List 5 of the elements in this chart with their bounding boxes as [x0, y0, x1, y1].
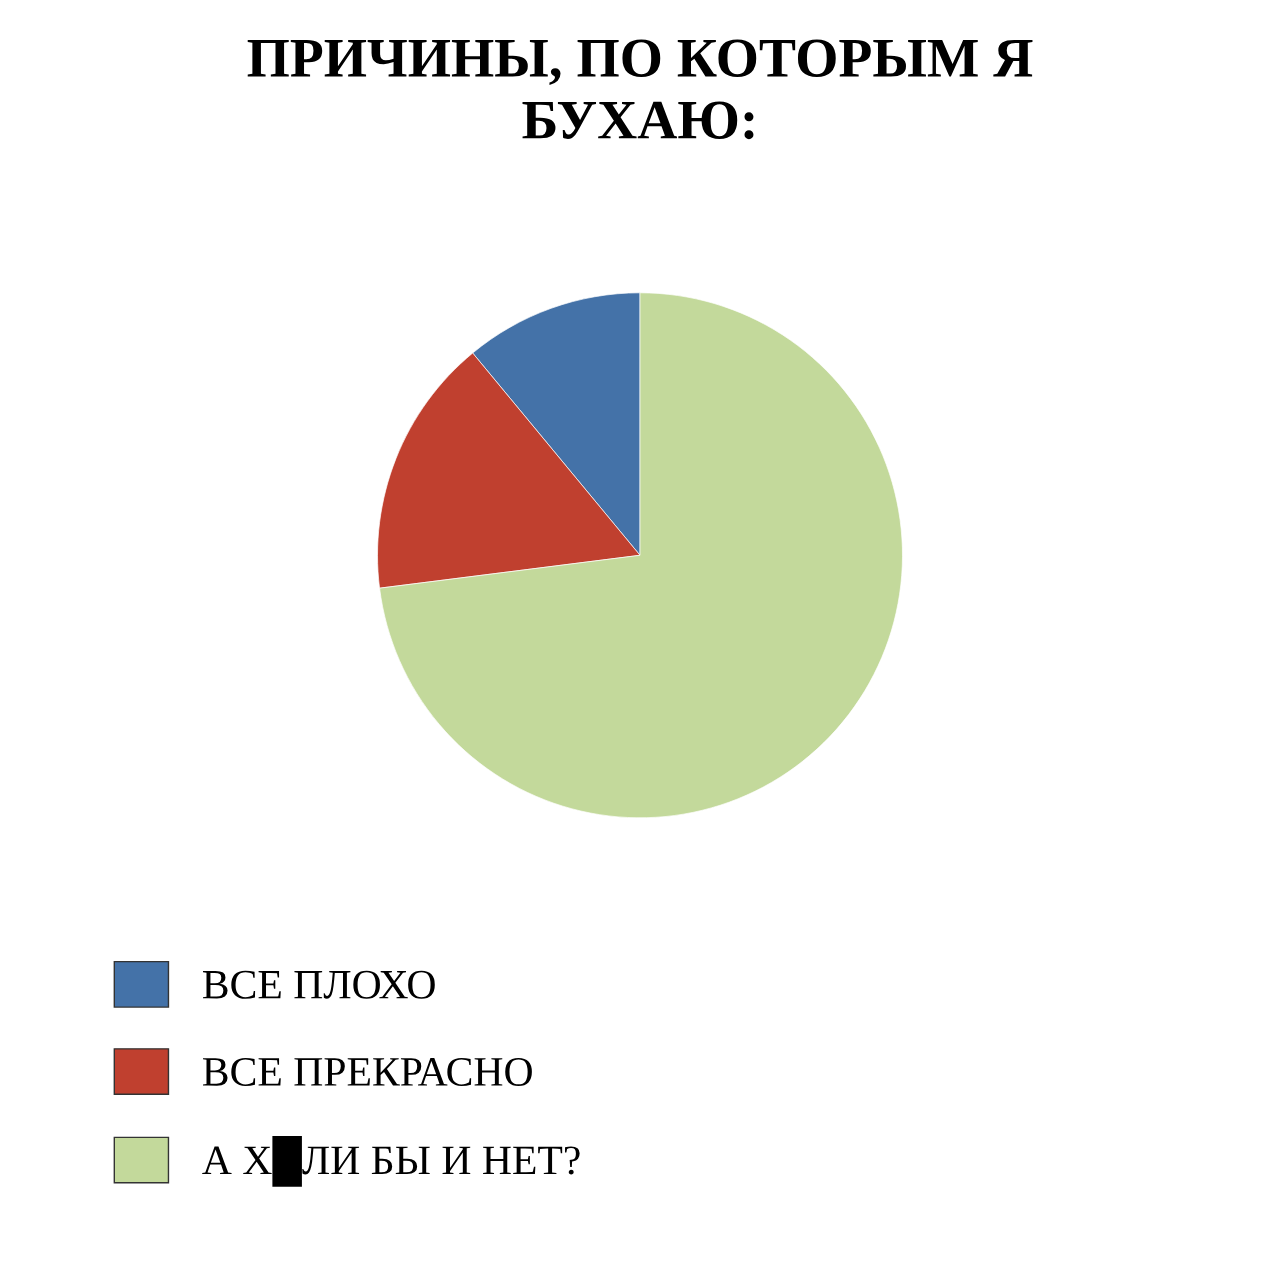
pie-slice [379, 292, 903, 819]
legend-label: ВСЕ ПЛОХО [203, 970, 435, 999]
legend-label: ВСЕ ПРЕКРАСНО [203, 1057, 532, 1086]
chart-title: ПРИЧИНЫ, ПО КОТОРЫМ Я БУХАЮ: [247, 39, 1033, 140]
legend-label: А Х█ЛИ БЫ И НЕТ? [202, 1136, 580, 1187]
